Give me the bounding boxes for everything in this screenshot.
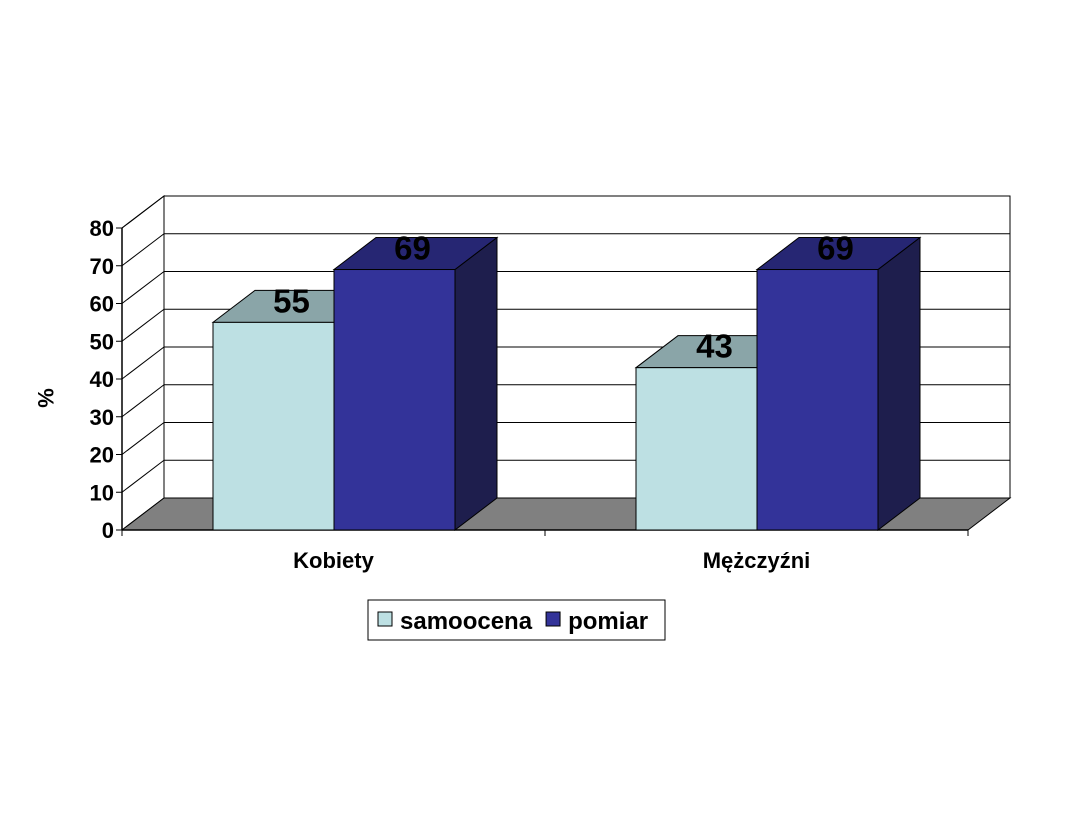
bar-side (877, 236, 921, 532)
bar (756, 269, 879, 531)
axes: 0 10 20 30 40 50 60 70 80 Kobiety Mężczyźni% (33, 216, 969, 573)
gridline-side (121, 346, 165, 380)
bar (333, 269, 456, 531)
y-tick-label: 70 (90, 254, 114, 279)
y-tick-label: 10 (90, 480, 114, 505)
gridline-side (121, 233, 165, 267)
y-tick-label: 20 (90, 443, 114, 468)
gridline-side (121, 422, 165, 455)
legend-swatch (377, 611, 393, 627)
legend: samoocena pomiar (367, 599, 666, 641)
legend-box (367, 599, 666, 641)
y-tick-label: 50 (90, 329, 114, 354)
y-tick-label: 30 (90, 405, 114, 430)
bar (635, 367, 758, 531)
gridline-side (121, 384, 165, 418)
bars (211, 236, 922, 532)
gridline-side (121, 195, 165, 229)
data-labels: 55 69 43 69 (273, 230, 854, 365)
gridline-side (121, 459, 165, 493)
gridline-side (121, 308, 165, 342)
y-tick-label: 0 (102, 518, 114, 543)
x-tick-label: Kobiety (293, 548, 374, 573)
data-label: 43 (696, 328, 733, 365)
legend-label: samoocena (400, 608, 533, 635)
data-label: 55 (273, 282, 310, 319)
y-axis-label: % (33, 388, 58, 408)
y-tick-label: 60 (90, 292, 114, 317)
y-tick-label: 80 (90, 216, 114, 241)
bar (212, 321, 335, 531)
bar-side (454, 236, 498, 532)
x-tick-label: Mężczyźni (703, 548, 811, 573)
data-label: 69 (394, 230, 431, 267)
gridline-side (121, 271, 165, 304)
y-tick-label: 40 (90, 367, 114, 392)
data-label: 69 (817, 230, 854, 267)
legend-swatch (545, 611, 561, 627)
legend-label: pomiar (568, 608, 648, 635)
